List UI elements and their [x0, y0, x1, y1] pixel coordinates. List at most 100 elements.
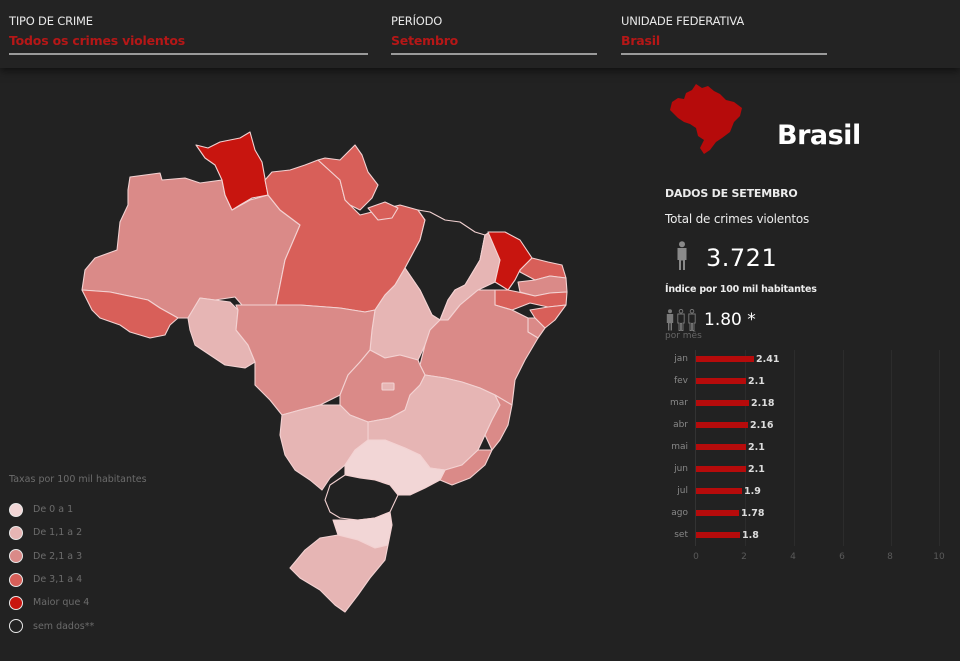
bar[interactable]: [696, 399, 749, 407]
period-underline: [391, 53, 597, 55]
legend-swatch-icon: [9, 595, 23, 610]
bar-row-abr[interactable]: abr 2.16: [660, 414, 960, 436]
crime-type-select[interactable]: Todos os crimes violentos: [9, 33, 185, 48]
legend-swatch-icon: [9, 502, 23, 517]
x-tick: 2: [741, 552, 747, 562]
data-section-title: DADOS DE SETEMBRO: [665, 187, 798, 200]
bar[interactable]: [696, 509, 739, 517]
month-label: jan: [674, 354, 688, 364]
bar[interactable]: [696, 355, 754, 363]
per-month-label: por mês: [665, 331, 702, 341]
legend-item-label: De 2,1 a 3: [33, 550, 83, 562]
state-PA-marajo: [367, 201, 399, 221]
person-icon: [677, 241, 687, 270]
month-label: abr: [673, 420, 688, 430]
bar[interactable]: [696, 421, 748, 429]
crime-type-underline: [9, 53, 368, 55]
map-svg: [81, 131, 568, 613]
total-crimes-value: 3.721: [706, 244, 778, 272]
bar[interactable]: [696, 377, 746, 385]
x-tick: 8: [887, 552, 893, 562]
state-RS[interactable]: [289, 534, 389, 613]
map-legend: Taxas por 100 mil habitantes De 0 a 1 De…: [9, 472, 159, 638]
grid-line: [939, 350, 940, 546]
bar-value: 2.1: [748, 375, 765, 387]
bar-value: 1.8: [742, 529, 759, 541]
bar-value: 2.1: [748, 463, 765, 475]
x-tick: 4: [790, 552, 796, 562]
legend-title: Taxas por 100 mil habitantes: [9, 474, 147, 485]
month-label: jun: [674, 464, 688, 474]
legend-item-label: De 3,1 a 4: [33, 574, 83, 586]
x-tick: 10: [933, 552, 945, 562]
bar-value: 2.1: [748, 441, 765, 453]
y-axis: [695, 350, 696, 546]
filter-bar: TIPO DE CRIME Todos os crimes violentos …: [0, 0, 960, 68]
month-label: mai: [671, 442, 688, 452]
federal-unit-select[interactable]: Brasil: [621, 33, 660, 48]
bar-row-mai[interactable]: mai 2.1: [660, 436, 960, 458]
legend-item-label: De 0 a 1: [33, 504, 74, 516]
bar-value: 2.18: [751, 397, 775, 409]
bar[interactable]: [696, 487, 742, 495]
federal-unit-filter[interactable]: UNIDADE FEDERATIVA Brasil: [621, 14, 827, 55]
legend-item-above-4[interactable]: Maior que 4: [9, 591, 159, 614]
legend-items: De 0 a 1 De 1,1 a 2 De 2,1 a 3 De 3,1 a …: [9, 498, 159, 638]
month-label: ago: [671, 508, 688, 518]
index-value: 1.80 *: [704, 310, 756, 330]
federal-unit-label: UNIDADE FEDERATIVA: [621, 14, 745, 28]
selected-uf-title: Brasil: [777, 120, 861, 151]
month-label: jul: [677, 486, 688, 496]
state-RR[interactable]: [195, 131, 269, 211]
people-group-icon: [666, 309, 696, 331]
grid-line: [794, 350, 795, 546]
bar-row-jun[interactable]: jun 2.1: [660, 458, 960, 480]
period-select[interactable]: Setembro: [391, 33, 459, 48]
info-panel: Brasil DADOS DE SETEMBRO Total de crimes…: [660, 68, 960, 661]
brazil-choropleth-map: Taxas por 100 mil habitantes De 0 a 1 De…: [0, 68, 640, 661]
index-label: Índice por 100 mil habitantes: [665, 284, 817, 295]
state-DF[interactable]: [381, 382, 395, 391]
crime-type-label: TIPO DE CRIME: [9, 14, 93, 28]
monthly-index-chart: jan 2.41 fev 2.1 mar 2.18 abr 2.16 mai 2…: [660, 348, 960, 568]
legend-swatch-icon: [9, 619, 23, 634]
federal-unit-underline: [621, 53, 827, 55]
legend-item-3-4[interactable]: De 3,1 a 4: [9, 568, 159, 591]
state-AP[interactable]: [317, 144, 379, 211]
period-label: PERÍODO: [391, 14, 443, 28]
legend-item-0-1[interactable]: De 0 a 1: [9, 498, 159, 521]
bar-row-set[interactable]: set 1.8: [660, 524, 960, 546]
month-label: fev: [673, 376, 688, 386]
crime-type-filter[interactable]: TIPO DE CRIME Todos os crimes violentos: [9, 14, 368, 55]
bar-row-jan[interactable]: jan 2.41: [660, 348, 960, 370]
bar-row-jul[interactable]: jul 1.9: [660, 480, 960, 502]
state-SP[interactable]: [344, 439, 446, 496]
bar-value: 2.41: [756, 353, 780, 365]
bar-value: 2.16: [750, 419, 774, 431]
month-label: mar: [670, 398, 688, 408]
legend-item-2-3[interactable]: De 2,1 a 3: [9, 545, 159, 568]
bar-row-ago[interactable]: ago 1.78: [660, 502, 960, 524]
bar-value: 1.9: [744, 485, 761, 497]
total-crimes-label: Total de crimes violentos: [665, 212, 810, 226]
state-AC[interactable]: [81, 289, 179, 339]
x-tick: 0: [693, 552, 699, 562]
bar[interactable]: [696, 465, 746, 473]
bar-value: 1.78: [741, 507, 765, 519]
legend-item-label: sem dados**: [33, 620, 95, 632]
bar[interactable]: [696, 531, 740, 539]
x-tick: 6: [839, 552, 845, 562]
state-CE[interactable]: [487, 231, 533, 291]
bar-row-fev[interactable]: fev 2.1: [660, 370, 960, 392]
legend-swatch-icon: [9, 549, 23, 564]
bar-row-mar[interactable]: mar 2.18: [660, 392, 960, 414]
legend-swatch-icon: [9, 525, 23, 540]
bar[interactable]: [696, 443, 746, 451]
legend-swatch-icon: [9, 572, 23, 587]
legend-item-no-data[interactable]: sem dados**: [9, 614, 159, 637]
period-filter[interactable]: PERÍODO Setembro: [391, 14, 597, 55]
legend-item-label: Maior que 4: [33, 597, 90, 609]
state-RJ[interactable]: [439, 449, 493, 486]
grid-line: [891, 350, 892, 546]
legend-item-1-2[interactable]: De 1,1 a 2: [9, 521, 159, 544]
